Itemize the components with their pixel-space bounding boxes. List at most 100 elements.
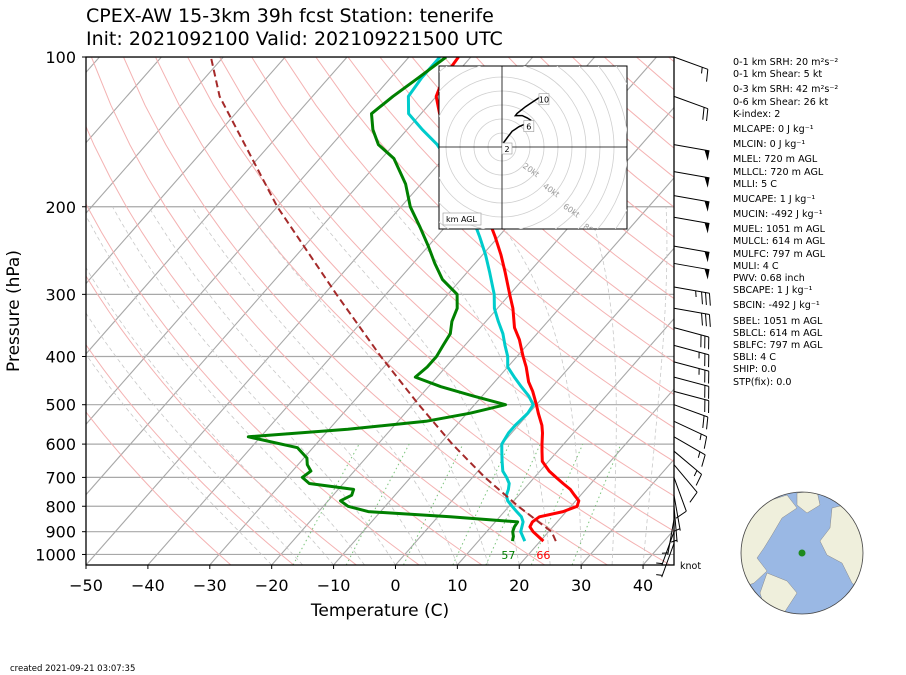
wind-barb [673,171,710,188]
wind-barb [673,420,708,449]
index-mulcl: MULCL: 614 m AGL [733,236,825,248]
moist-adiabat [642,206,668,565]
index-mlcape: MLCAPE: 0 J kg⁻¹ [733,123,814,135]
hodograph-frame [438,65,628,230]
dry-adiabat [86,275,357,565]
y-tick-label: 700 [45,468,76,487]
index-mlli: MLLI: 5 C [733,178,777,190]
isotherm-line [86,57,472,496]
wind-barb [673,495,681,532]
dry-adiabat [411,57,674,300]
surface-label: 57 [501,549,515,562]
moist-adiabat [243,206,489,565]
hodograph-height-box [501,142,513,155]
wind-barb [656,531,675,566]
hodograph-height-label: 2 [504,145,509,154]
y-tick-label: 400 [45,348,76,367]
index-ship: SHIP: 0.0 [733,364,777,376]
isotherm-line [456,317,674,565]
index-k: K-index: 2 [733,108,781,120]
isotherm-line [518,388,674,565]
x-tick-label: −40 [131,576,165,595]
dry-adiabat [90,57,545,565]
index-mllcl: MLLCL: 720 m AGL [733,166,824,178]
y-tick-label: 300 [45,285,76,304]
plot-frame [85,56,675,566]
index-shear-6km: 0-6 km Shear: 26 kt [733,96,829,108]
x-tick-label: 40 [633,576,653,595]
dry-adiabat [86,344,295,565]
dry-adiabat [315,57,674,396]
index-stp: STP(fix): 0.0 [733,376,792,388]
index-shear-1km: 0-1 km Shear: 5 kt [733,69,823,81]
x-tick-label: 20 [509,576,529,595]
moist-adiabat [148,206,427,565]
index-muel: MUEL: 1051 m AGL [733,224,826,236]
x-tick-label: −10 [317,576,351,595]
x-axis-label: Temperature (C) [310,601,449,621]
moist-adiabat [86,353,272,565]
isotherm-line [86,57,224,214]
index-mucin: MUCIN: -492 J kg⁻¹ [733,209,823,221]
index-sbli: SBLI: 4 C [733,352,776,364]
hodograph-trace [501,94,543,148]
wind-barb [673,56,709,82]
hodograph-height-label: 6 [526,123,531,132]
dry-adiabat [443,57,674,269]
wind-barb [673,436,706,467]
moist-adiabat [86,312,303,565]
index-sblcl: SBLCL: 614 m AGL [733,327,823,339]
wind-unit-label: knot [680,561,701,572]
wind-barb [673,144,710,161]
x-tick-label: 0 [390,576,400,595]
y-tick-label: 800 [45,497,76,516]
y-tick-label: 100 [45,48,76,67]
hodograph-unit-label: km AGL [446,215,478,224]
continent-greenland [796,492,821,514]
dry-adiabat [379,57,674,331]
mixing-ratio-line [530,443,584,565]
index-srh-3km: 0-3 km SRH: 42 m²s⁻² [733,84,839,96]
wind-barb [670,506,678,543]
x-tick-label: 30 [571,576,591,595]
index-mlel: MLEL: 720 m AGL [733,154,818,166]
wind-barb [673,344,710,368]
index-pwv: PWV: 0.68 inch [733,273,805,284]
isotherm-line [86,57,162,144]
isotherm-line [86,57,348,355]
wind-barb [673,95,709,122]
wind-barb [656,543,675,578]
moist-adiabat [191,206,458,565]
index-mucape: MUCAPE: 1 J kg⁻¹ [733,193,816,205]
hodograph-legend-box [442,212,482,226]
wind-barb [673,327,710,350]
chart-title: CPEX-AW 15-3km 39h fcst Station: tenerif… [86,5,494,27]
wind-barb [673,361,710,384]
isotherm-line [86,57,286,285]
dry-adiabat [251,57,674,463]
wind-barb [673,450,703,486]
index-sbcin: SBCIN: -492 J kg⁻¹ [733,300,820,312]
hodograph-height-box [523,120,535,132]
index-muli: MULI: 4 C [733,260,779,272]
hodograph-height-box [538,93,550,106]
green-profile-trace [246,57,520,542]
wind-barb [673,376,710,399]
hodograph-height-label: 10 [539,96,549,105]
continent-americas [741,494,798,589]
dry-adiabat [283,57,674,429]
x-tick-label: 10 [447,576,467,595]
wind-barb [673,262,710,280]
x-tick-label: −50 [69,576,103,595]
dry-adiabat [123,57,608,565]
mixing-ratio-line [403,443,464,565]
y-tick-label: 600 [45,435,76,454]
wind-barb [673,245,710,263]
y-tick-label: 1000 [35,545,76,564]
moist-adiabat [86,215,365,565]
moist-adiabat [112,206,396,565]
y-tick-label: 500 [45,396,76,415]
index-sbel: SBEL: 1051 m AGL [733,315,823,327]
